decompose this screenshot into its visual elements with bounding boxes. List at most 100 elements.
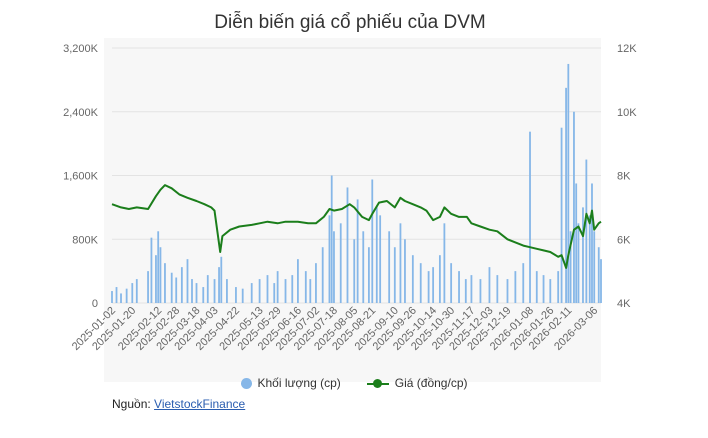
volume-bar [567,63,570,303]
volume-bar [577,223,580,303]
volume-bar [542,275,545,303]
volume-bar [157,231,160,303]
volume-bar [258,279,261,303]
left-tick-label: 2,400K [63,107,99,119]
volume-bar [582,207,584,303]
volume-bar [353,239,356,303]
volume-bar [529,131,531,303]
volume-bar [404,239,406,303]
volume-bar [506,279,509,303]
volume-bar [565,87,567,303]
volume-bar [488,267,491,303]
left-tick-label: 800K [72,234,98,246]
volume-bar [411,255,414,303]
volume-bar [593,231,596,303]
volume-bar [235,287,237,303]
volume-bar [276,271,279,303]
left-tick-label: 0 [92,298,98,310]
grid-lines [112,47,601,304]
volume-bar [147,271,149,303]
right-axis-labels: 4K 6K 8K 10K 12K [617,43,637,310]
volume-bar [191,279,193,303]
volume-bar [202,287,205,303]
right-tick-label: 12K [617,43,637,55]
price-volume-chart[interactable]: 0 800K 1,600K 2,400K 3,200K 4K 6K 8K 10K 12K 202… [0,0,708,372]
volume-bar [164,263,166,303]
chart-legend: Khối lượng (cp) Giá (đồng/cp) [0,372,708,394]
left-tick-label: 1,600K [63,171,99,183]
volume-bar [213,279,216,303]
volume-bar [575,183,578,303]
volume-bar [241,288,244,303]
legend-label-volume: Khối lượng (cp) [257,376,341,390]
volume-bar [284,279,287,303]
volume-bar [170,272,173,303]
volume-bar [371,179,374,303]
volume-bar [535,271,538,303]
volume-bar [115,287,118,303]
price-series-line [111,184,602,269]
volume-bar [273,283,276,303]
left-tick-label: 3,200K [63,43,99,55]
volume-bar [218,267,220,303]
legend-item-volume[interactable]: Khối lượng (cp) [240,376,341,390]
volume-bar [560,127,563,303]
volume-bar [419,263,422,303]
volume-bar [125,288,128,303]
volume-bar [514,271,517,303]
price-line [111,184,602,269]
volume-bar [600,259,602,303]
right-tick-label: 8K [617,171,631,183]
volume-bar [339,223,342,303]
volume-bar [321,247,324,303]
price-legend-marker [366,378,389,389]
volume-bars [111,63,602,303]
legend-item-price[interactable]: Giá (đồng/cp) [366,376,468,390]
volume-bar [291,275,294,303]
source-link[interactable]: VietstockFinance [154,397,246,411]
volume-bar [375,207,378,303]
volume-bar [195,283,198,303]
volume-bar [496,275,499,303]
volume-bar [155,255,157,303]
volume-bar [388,231,391,303]
volume-bar [266,275,269,303]
volume-bar [479,279,482,303]
volume-bar [522,263,525,303]
right-tick-label: 4K [617,298,631,310]
volume-bar [367,247,370,303]
volume-bar [309,279,312,303]
volume-bar [150,237,153,303]
volume-bar [304,271,307,303]
volume-bar [458,271,460,303]
volume-bar [250,283,253,303]
volume-bar [443,223,446,303]
volume-bar [111,291,113,303]
source-note: Nguồn: VietstockFinance [112,397,245,411]
volume-bar [438,255,441,303]
plot-area [104,38,601,382]
volume-bar [226,279,228,303]
volume-bar [393,247,396,303]
volume-bar [427,271,430,303]
volume-bar [362,231,365,303]
volume-bar [131,283,134,303]
volume-bar [569,231,572,303]
volume-bar [470,275,473,303]
volume-bar [297,259,299,303]
volume-bar [379,215,382,303]
volume-bar [333,231,335,303]
volume-bar [588,215,591,303]
legend-label-price: Giá (đồng/cp) [394,376,468,390]
right-tick-label: 10K [617,107,637,119]
volume-bar [120,293,122,303]
chart-title: Diễn biến giá cổ phiếu của DVM [214,12,486,33]
volume-bar [220,256,223,303]
volume-bar [186,259,189,303]
right-tick-label: 6K [617,234,631,246]
volume-bar [356,199,359,303]
x-axis-labels: 2025-01-022025-01-202025-02-122025-02-28… [70,305,601,353]
volume-bar [597,247,600,303]
volume-bar [159,247,162,303]
volume-bar [346,187,349,303]
